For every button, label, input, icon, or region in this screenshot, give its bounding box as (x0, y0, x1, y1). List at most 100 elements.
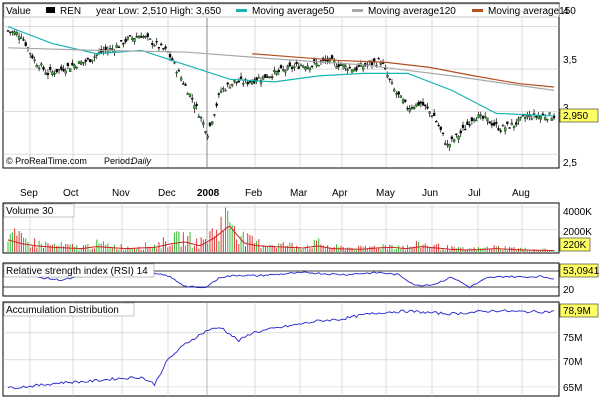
candle-body (66, 63, 70, 67)
candle-body (164, 46, 167, 49)
candle-body (464, 128, 467, 131)
candle-body (333, 60, 336, 63)
candle-body (397, 91, 400, 95)
candle-body (404, 99, 407, 102)
candle-body (299, 64, 303, 67)
candle-body (388, 78, 391, 80)
volume-last-value: 220K (563, 240, 587, 251)
candle-body (31, 55, 34, 59)
candle-body (126, 36, 130, 40)
candle-body (248, 81, 252, 83)
candle-body (153, 44, 156, 47)
candle-body (77, 61, 81, 65)
rsi-last-box (559, 263, 599, 278)
candle-body (35, 65, 39, 68)
candle-body (421, 102, 425, 106)
candle-body (481, 116, 485, 119)
ticker-label: REN (60, 6, 81, 17)
candle-body (186, 93, 189, 95)
candle-body (455, 133, 458, 136)
price-tick-1: 3,5 (563, 55, 577, 66)
candle-body (308, 67, 312, 71)
candle-body (202, 122, 205, 125)
candle-body (506, 121, 509, 124)
candle-body (410, 107, 414, 109)
candle-body (88, 59, 92, 63)
candle-body (42, 67, 45, 70)
rsi-tick-0: 20 (563, 285, 575, 296)
candle-body (199, 117, 203, 119)
candle-body (361, 66, 365, 70)
candle-body (84, 59, 87, 62)
candle-body (224, 90, 227, 92)
month-label-7: Apr (332, 188, 348, 199)
candle-body (137, 36, 141, 39)
ma-line-2 (7, 47, 555, 91)
candle-body (355, 67, 358, 71)
candle-body (124, 39, 127, 43)
volume-title-box (3, 203, 75, 218)
month-label-11: Aug (512, 188, 530, 199)
candle-body (228, 87, 232, 89)
candle-body (448, 143, 451, 148)
candle-body (297, 66, 300, 69)
candle-body (446, 143, 449, 146)
candle-body (370, 61, 374, 66)
candle-body (472, 118, 476, 121)
candle-body (133, 38, 136, 42)
candle-body (406, 107, 409, 110)
candle-body (353, 69, 356, 72)
candle-body (233, 80, 236, 82)
volume-tick-1: 2000K (563, 227, 592, 238)
candle-body (444, 143, 447, 146)
candle-body (523, 117, 527, 120)
candle-body (295, 62, 298, 65)
price-lines (7, 25, 555, 117)
candle-body (208, 122, 212, 126)
candle-body (193, 105, 196, 109)
candle-body (13, 31, 16, 35)
month-axis: Sep Oct Nov Dec 2008 Feb Mar Apr May Jun Jul Aug (20, 188, 530, 199)
candle-body (515, 122, 518, 125)
candle-body (155, 41, 158, 43)
ad-tick-2: 65M (563, 383, 582, 394)
candle-body (108, 48, 112, 50)
candle-body (146, 33, 149, 37)
volume-title: Volume 30 (6, 206, 54, 217)
candle-body (111, 48, 114, 50)
candle-body (277, 69, 280, 73)
candle-body (239, 76, 243, 79)
volume-average-line (7, 225, 555, 252)
candle-body (535, 116, 538, 118)
candle-body (417, 102, 420, 106)
candle-body (46, 72, 50, 76)
candle-body (215, 103, 218, 106)
price-tick-3: 2,5 (563, 158, 577, 169)
candle-body (486, 117, 489, 122)
range-label: year Low: 2,510 High: 3,650 (96, 6, 222, 17)
candle-body (441, 132, 445, 134)
candle-body (206, 135, 209, 138)
month-label-9: Jun (422, 188, 438, 199)
candle-body (450, 136, 454, 140)
candle-body (315, 63, 318, 66)
candle-body (497, 128, 500, 131)
volume-last-box (559, 237, 591, 252)
candle-body (499, 130, 502, 132)
candle-body (290, 67, 294, 69)
candle-body (475, 119, 478, 122)
candle-body (211, 121, 214, 125)
month-label-2: Nov (112, 188, 130, 199)
candle-body (335, 66, 338, 69)
candle-body (24, 42, 27, 46)
candle-body (302, 65, 305, 68)
candle-body (120, 40, 123, 42)
ma120-swatch (352, 9, 363, 12)
month-label-1: Oct (63, 188, 79, 199)
candle-body (257, 77, 260, 79)
ma150-swatch (472, 9, 483, 12)
candle-body (459, 130, 462, 134)
candle-body (268, 76, 272, 78)
candle-body (104, 46, 107, 51)
candle-body (408, 108, 411, 112)
